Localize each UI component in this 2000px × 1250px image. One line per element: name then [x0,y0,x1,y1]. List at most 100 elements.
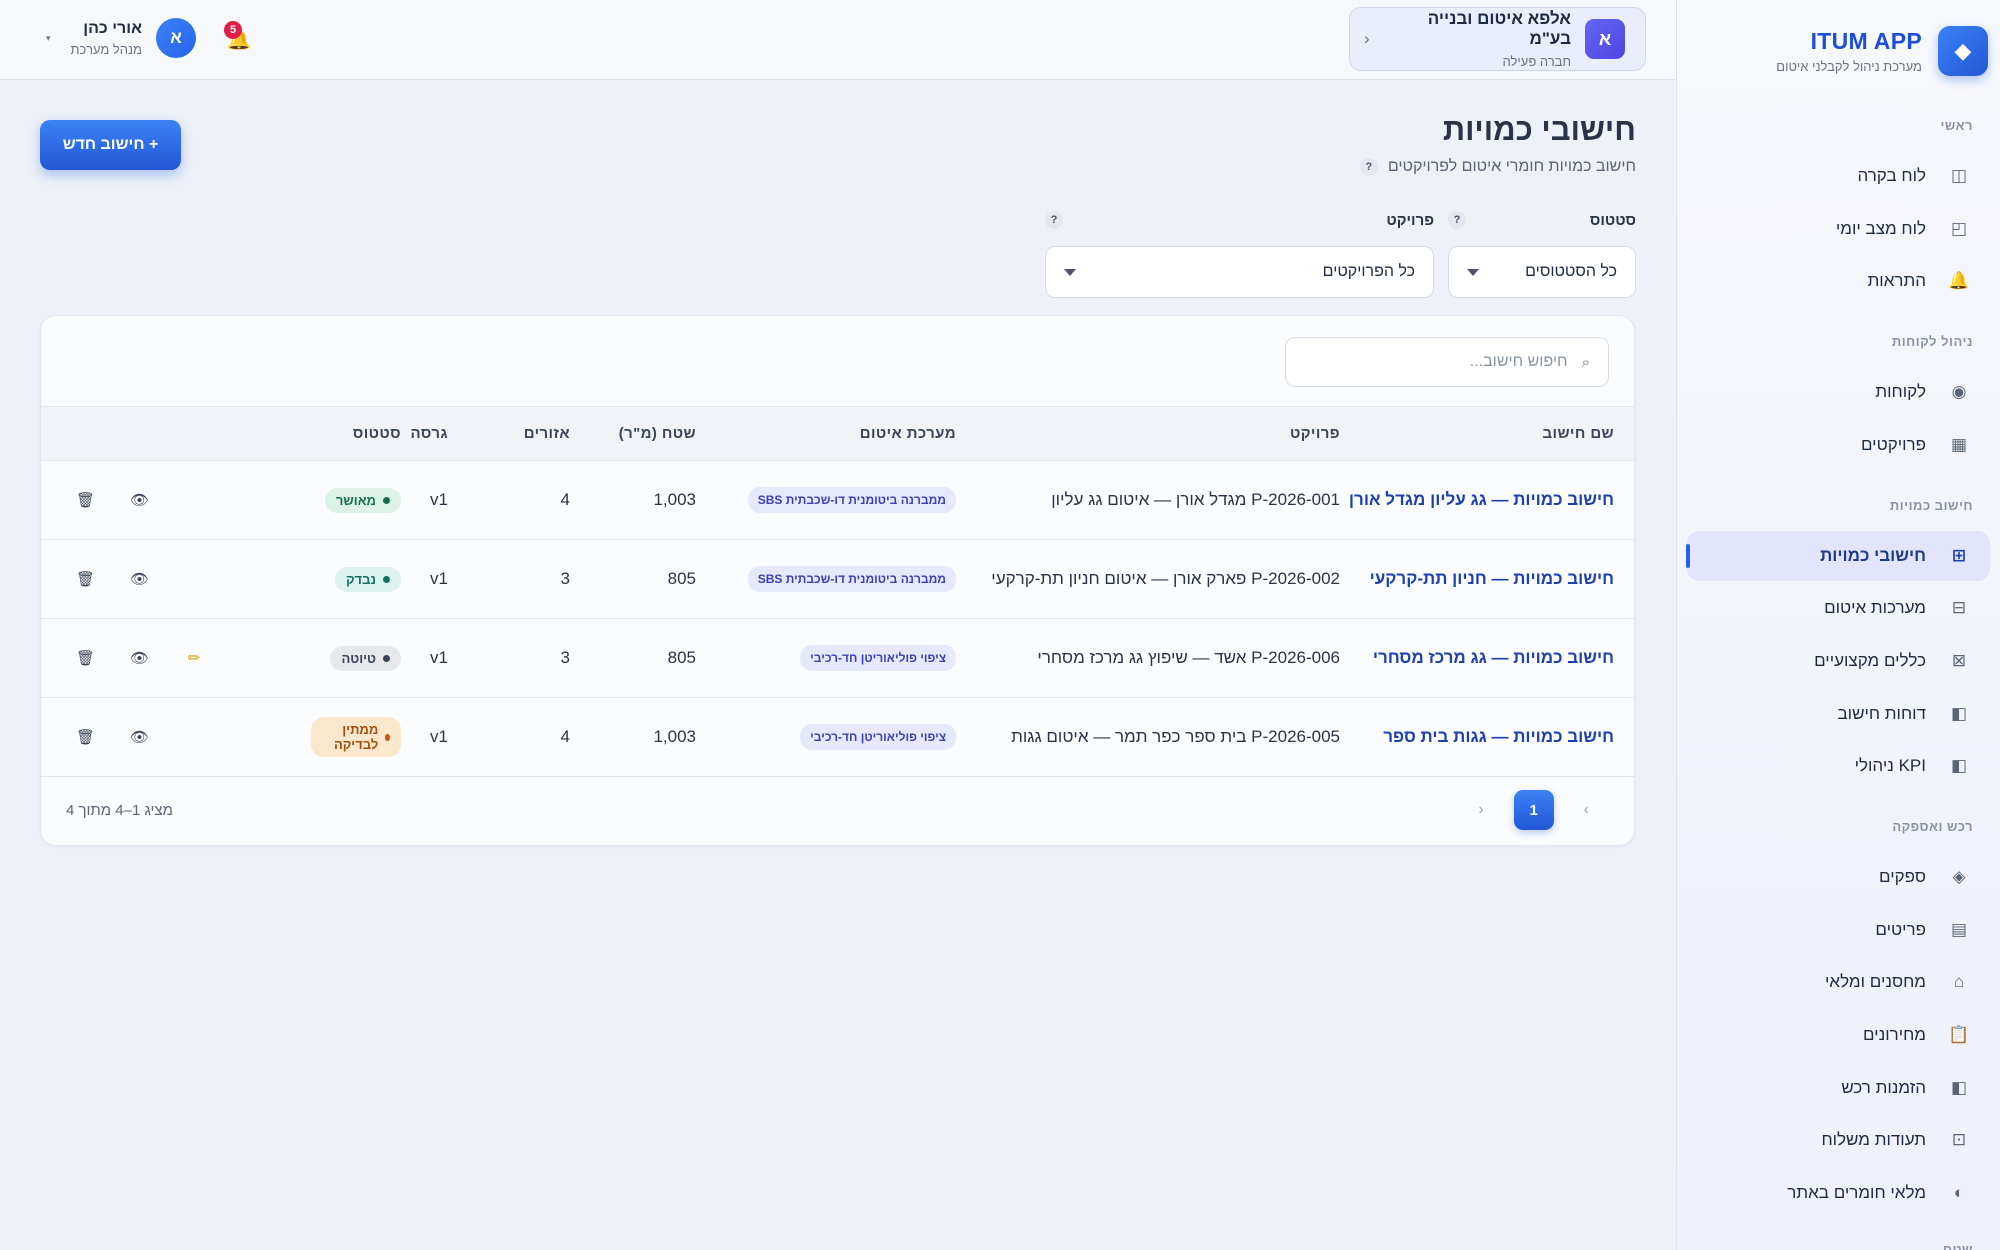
status-cell: מאושר [311,461,401,540]
help-icon[interactable]: ? [1359,158,1378,176]
delete-icon[interactable]: 🗑 [75,729,95,746]
company-status: חברה פעילה [1502,54,1571,69]
delete-icon[interactable]: 🗑 [75,571,95,588]
sidebar-item[interactable]: ⊞ חישובי כמויות [1686,530,1990,581]
sidebar-item[interactable]: 🔔 התראות [1687,256,1990,306]
nav-item-icon: ▤ [1950,919,1968,939]
system-cell: ממברנה ביטומנית דו-שכבתית SBS [696,540,956,619]
area-cell: 805 [667,569,696,588]
header-zones[interactable]: אזורים [523,425,570,442]
header-project[interactable]: פרויקט [1289,425,1340,442]
user-menu[interactable]: א אורי כהן מנהל מערכת ▾ [46,18,196,58]
header-system[interactable]: מערכת איטום [859,425,956,442]
nav-item-icon: ⊠ [1951,650,1967,670]
chevron-down-icon[interactable]: ▾ [46,32,51,43]
sidebar-item[interactable]: ⊟ מערכות איטום [1687,583,1990,633]
help-icon[interactable]: ? [1045,211,1063,229]
brand-name: ITUM APP [1810,28,1922,54]
project-cell: P-2026-005 בית ספר כפר תמר — איטום גגות [1011,727,1340,746]
sidebar-item-label: מערכות איטום [1824,598,1926,618]
calc-name-link[interactable]: חישוב כמויות — חניון תת-קרקעי [1369,569,1614,588]
calc-name-cell: חישוב כמויות — גגות בית ספר [1340,698,1634,777]
status-badge: נבדק [335,566,401,592]
header-area[interactable]: שטח (מ"ר) [618,425,696,442]
delete-icon[interactable]: 🗑 [75,650,95,667]
table-row: חישוב כמויות — חניון תת-קרקעי P-2026-002… [41,540,1634,619]
header-status[interactable]: סטטוס [352,425,401,442]
sidebar-item[interactable]: ▦ פרויקטים [1687,420,1990,470]
actions-cell: 👁 🗑 [41,540,311,619]
sidebar-item-label: הזמנות רכש [1841,1077,1926,1097]
company-avatar: א [1585,19,1625,59]
sidebar-item-label: ספקים [1879,867,1926,887]
sidebar-item[interactable]: ▤ פריטים [1687,905,1990,955]
status-badge: ממתין לבדיקה [311,717,401,757]
row-actions: 👁 🗑 [41,728,311,746]
chevron-left-icon[interactable]: ‹ [1364,29,1370,48]
pagination: › 1 ‹ [1478,790,1609,830]
page-1-button[interactable]: 1 [1513,790,1554,830]
nav-item-icon: 📋 [1948,1024,1970,1044]
sidebar-item[interactable]: ◰ לוח מצב יומי [1687,204,1990,254]
new-calculation-button[interactable]: + חישוב חדש [40,120,181,170]
search-box[interactable]: ⌕ [1285,337,1609,387]
sidebar-item[interactable]: ◧ דוחות חישוב [1687,689,1990,739]
row-actions: ✏ 👁 🗑 [41,649,311,667]
sidebar-item-label: מחסנים ומלאי [1825,972,1926,992]
system-badge: ציפוי פוליאוריטן חד-רכיבי [800,724,956,750]
view-icon[interactable]: 👁 [129,492,149,509]
search-icon: ⌕ [1581,353,1590,371]
prev-page-icon[interactable]: › [1583,801,1589,818]
project-select[interactable]: כל הפרויקטים [1045,246,1434,298]
actions-cell: 👁 🗑 [41,698,311,777]
sidebar-item-label: תעודות משלוח [1821,1130,1926,1150]
calc-name-link[interactable]: חישוב כמויות — גג עליון מגדל אורן [1348,490,1614,509]
status-cell: ממתין לבדיקה [311,698,401,777]
view-icon[interactable]: 👁 [129,729,149,746]
sidebar-item[interactable]: ◐ מלאי חומרים באתר [1687,1168,1990,1218]
sidebar-item-label: חישובי כמויות [1820,545,1926,565]
project-filter-label: פרויקט [1386,211,1434,229]
header-name[interactable]: שם חישוב [1542,425,1614,442]
status-filter-label: סטטוס [1589,211,1636,229]
table-row: חישוב כמויות — גג עליון מגדל אורן P-2026… [41,461,1634,540]
edit-icon[interactable]: ✏ [187,650,201,667]
results-count: מציג 1–4 מתוך 4 [66,801,173,819]
next-page-icon[interactable]: ‹ [1478,801,1484,818]
calc-name-link[interactable]: חישוב כמויות — גגות בית ספר [1383,727,1614,746]
header-version[interactable]: גרסה [410,425,448,442]
status-filter: סטטוס ? כל הסטטוסים [1448,208,1636,298]
sidebar-item[interactable]: ◧ KPI ניהולי [1687,741,1990,791]
status-cell: נבדק [311,540,401,619]
sidebar-item[interactable]: ⌂ מחסנים ומלאי [1687,957,1990,1007]
view-icon[interactable]: 👁 [129,650,149,667]
status-label: טיוטה [341,650,376,666]
status-select[interactable]: כל הסטטוסים [1448,246,1636,298]
delete-icon[interactable]: 🗑 [75,492,95,509]
sidebar-item[interactable]: ⊡ תעודות משלוח [1687,1115,1990,1165]
notifications-button[interactable]: 🔔 5 [222,21,256,54]
nav-section-title: חישוב כמויות [1889,497,1973,513]
nav-section-title: ראשי [1940,118,1973,133]
search-input[interactable] [1304,353,1568,371]
status-badge: טיוטה [330,645,401,671]
sidebar-item[interactable]: ◧ הזמנות רכש [1687,1063,1990,1113]
sidebar-item-label: מלאי חומרים באתר [1787,1182,1926,1202]
sidebar-item[interactable]: 📋 מחירונים [1687,1010,1990,1060]
sidebar-item[interactable]: ⊠ כללים מקצועיים [1687,636,1990,686]
calc-name-link[interactable]: חישוב כמויות — גג מרכז מסחרי [1372,648,1614,667]
sidebar-item[interactable]: ◉ לקוחות [1687,367,1990,417]
company-switcher[interactable]: א אלפא איטום ובנייה בע"מ חברה פעילה ‹ [1349,7,1646,71]
project-filter: פרויקט ? כל הפרויקטים [1045,208,1434,298]
calc-name-cell: חישוב כמויות — חניון תת-קרקעי [1340,540,1634,619]
caret-down-icon [1064,268,1076,276]
sidebar-item[interactable]: ◫ לוח בקרה [1687,151,1990,201]
system-badge: ממברנה ביטומנית דו-שכבתית SBS [747,487,956,513]
view-icon[interactable]: 👁 [129,571,149,588]
help-icon[interactable]: ? [1448,211,1466,229]
calc-name-cell: חישוב כמויות — גג מרכז מסחרי [1340,619,1634,698]
sidebar-item-label: התראות [1867,271,1926,291]
nav-item-icon: 🔔 [1948,271,1970,291]
nav-item-icon: ⌂ [1953,972,1965,992]
sidebar-item[interactable]: ◈ ספקים [1687,852,1990,902]
